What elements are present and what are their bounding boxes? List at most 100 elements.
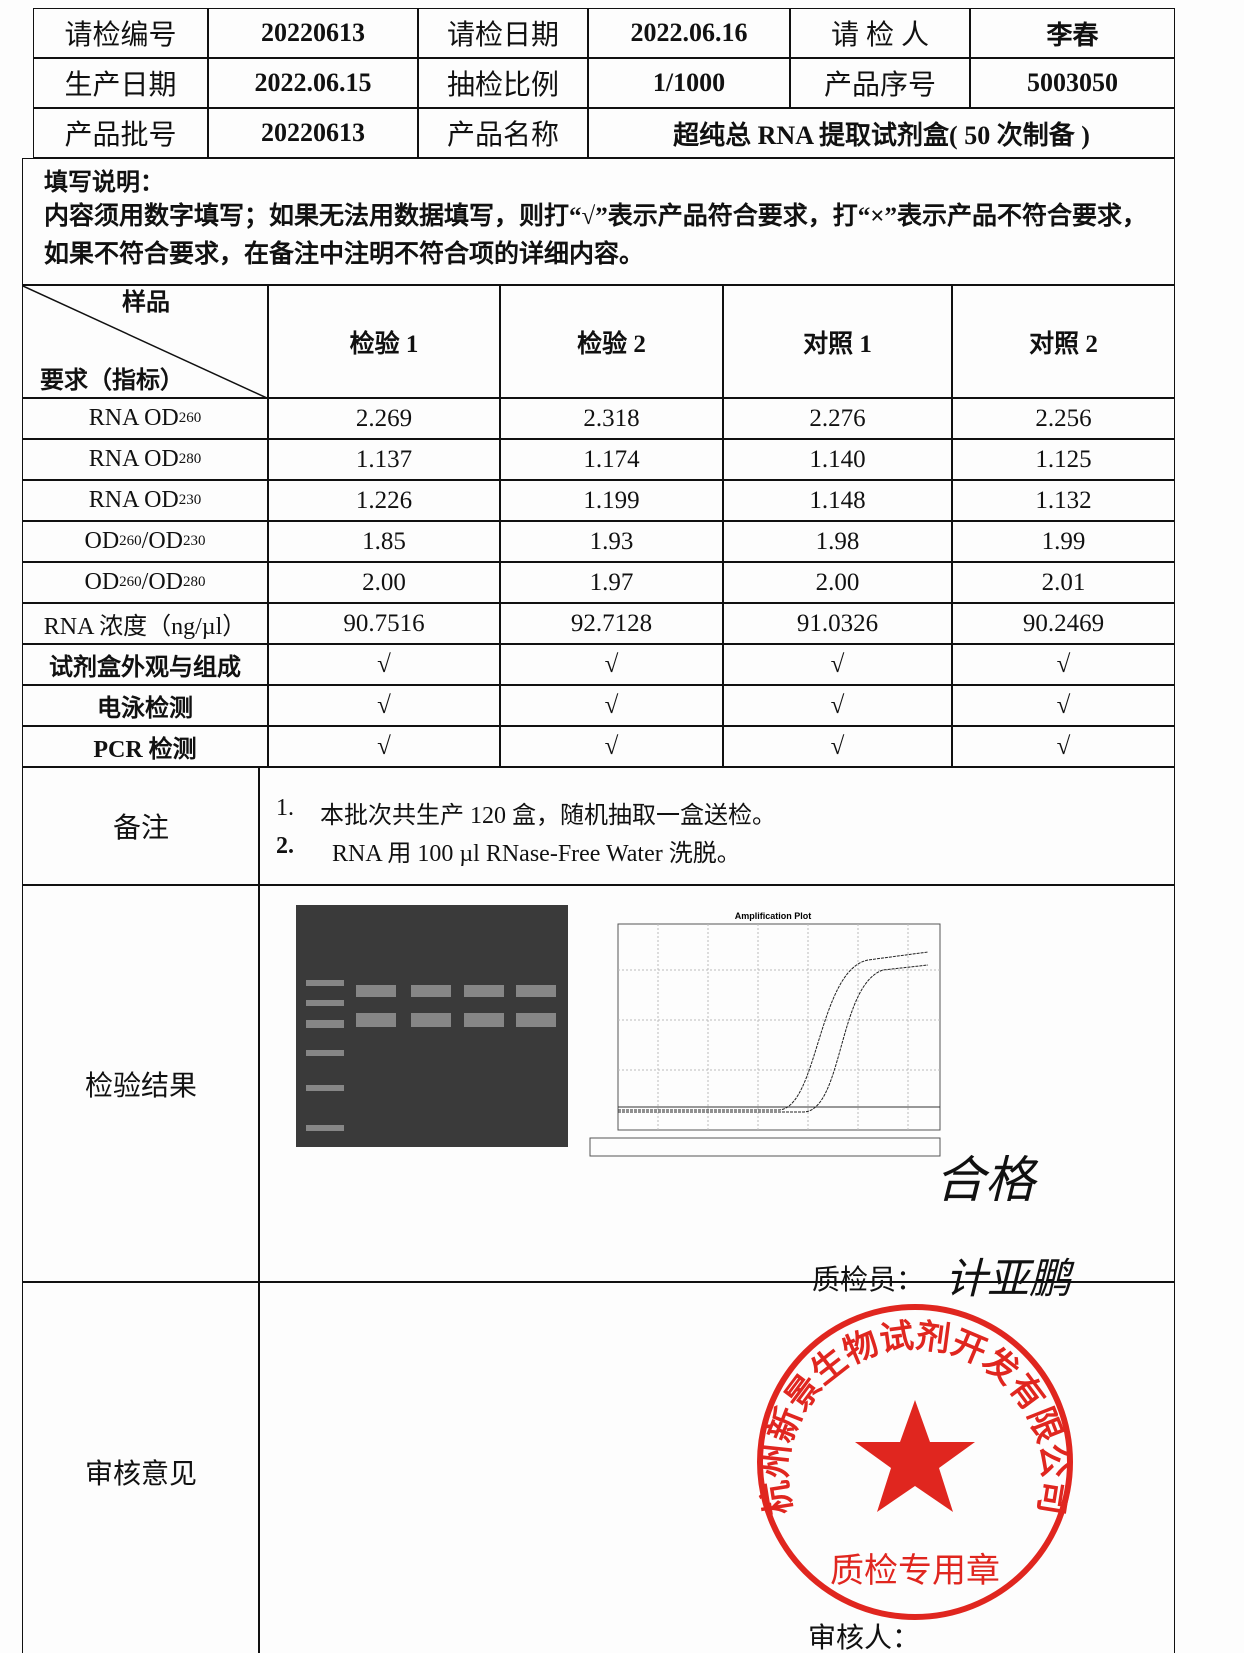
instructions-box: [22, 158, 1175, 285]
header-label: 产品批号: [33, 108, 208, 158]
label-text: RNA 浓度（ng/µl）: [43, 614, 247, 640]
header-label: 请检日期: [418, 8, 588, 58]
row-label: OD 260/OD 280: [22, 562, 268, 603]
diagonal: [23, 286, 269, 399]
stamp-purpose: 质检专用章: [830, 1552, 1000, 1590]
inspector-label: 质检员：: [812, 1265, 925, 1296]
value-cell: 1.199: [500, 480, 723, 521]
corner-cell: [22, 285, 269, 399]
value-cell: 2.00: [268, 562, 500, 603]
value-cell: 1.132: [952, 480, 1175, 521]
label-subscript: 230: [183, 533, 206, 549]
header-label: 产品名称: [418, 108, 588, 158]
inspector-signature: 计亚鹏: [945, 1257, 1072, 1303]
row-label: 电泳检测: [22, 685, 268, 726]
value-cell: 2.276: [723, 398, 952, 439]
column-header: 对照 1: [723, 285, 952, 398]
row-label: OD 260/OD 230: [22, 521, 268, 562]
value-cell: √: [268, 644, 500, 685]
value-cell: 1.148: [723, 480, 952, 521]
value-cell: 1.93: [500, 521, 723, 562]
label-text: OD: [84, 569, 120, 595]
value-cell: 1.140: [723, 439, 952, 480]
value-cell: √: [268, 726, 500, 767]
row-label: RNA OD 260: [22, 398, 268, 439]
column-header: 检验 1: [268, 285, 500, 398]
value-cell: √: [952, 644, 1175, 685]
remark-num: 2.: [276, 833, 294, 859]
results-box: [258, 885, 1175, 1282]
value-cell: √: [268, 685, 500, 726]
remarks-label: 备注: [22, 767, 260, 885]
header-value: 李春: [970, 8, 1175, 58]
remark-text: 本批次共生产 120 盒，随机抽取一盒送检。: [320, 803, 776, 829]
plot-title: Amplification Plot: [735, 911, 812, 921]
row-label: RNA OD 280: [22, 439, 268, 480]
value-cell: √: [952, 726, 1175, 767]
label-text: /OD: [141, 528, 183, 554]
header-value: 2022.06.16: [588, 8, 790, 58]
value-cell: 90.7516: [268, 603, 500, 644]
value-cell: 1.226: [268, 480, 500, 521]
value-cell: 2.269: [268, 398, 500, 439]
value-cell: √: [723, 644, 952, 685]
column-header: 检验 2: [500, 285, 723, 398]
header-value: 超纯总 RNA 提取试剂盒( 50 次制备 ): [588, 108, 1175, 158]
value-cell: √: [500, 644, 723, 685]
stamp: 杭州新景生物试剂开发有限公司 质检专用章: [755, 1304, 1073, 1620]
label-text: 试剂盒外观与组成: [49, 655, 241, 681]
value-cell: √: [500, 726, 723, 767]
header-label: 产品序号: [790, 58, 970, 108]
gel-image: [296, 905, 568, 1147]
value-cell: 92.7128: [500, 603, 723, 644]
instructions-title: 填写说明：: [44, 170, 164, 196]
value-cell: 2.318: [500, 398, 723, 439]
header-value: 5003050: [970, 58, 1175, 108]
row-label: RNA OD 230: [22, 480, 268, 521]
label-text: 电泳检测: [97, 696, 193, 722]
value-cell: 1.99: [952, 521, 1175, 562]
value-cell: √: [952, 685, 1175, 726]
label-subscript: 260: [119, 574, 142, 590]
reviewer-label: 审核人：: [808, 1623, 921, 1653]
value-cell: √: [723, 726, 952, 767]
row-label: 试剂盒外观与组成: [22, 644, 268, 685]
label-text: OD: [84, 528, 120, 554]
corner-bottom: 要求（指标）: [40, 368, 184, 394]
column-header: 对照 2: [952, 285, 1175, 398]
value-cell: 1.97: [500, 562, 723, 603]
value-cell: 2.01: [952, 562, 1175, 603]
remark-num: 1.: [276, 795, 294, 821]
value-cell: 91.0326: [723, 603, 952, 644]
header-label: 请 检 人: [790, 8, 970, 58]
value-cell: 90.2469: [952, 603, 1175, 644]
value-cell: √: [723, 685, 952, 726]
value-cell: 1.85: [268, 521, 500, 562]
conclusion: 合格: [935, 1152, 1035, 1208]
instructions-text: 内容须用数字填写；如果无法用数据填写，则打“√”表示产品符合要求，打“×”表示产…: [44, 203, 1147, 268]
value-cell: √: [500, 685, 723, 726]
label-subscript: 280: [183, 574, 206, 590]
label-text: PCR 检测: [93, 737, 197, 763]
header-value: 20220613: [208, 108, 418, 158]
corner-top: 样品: [122, 290, 170, 316]
header-label: 请检编号: [33, 8, 208, 58]
value-cell: 1.125: [952, 439, 1175, 480]
value-cell: 2.00: [723, 562, 952, 603]
value-cell: 1.174: [500, 439, 723, 480]
label-subscript: 280: [178, 451, 202, 467]
value-cell: 1.137: [268, 439, 500, 480]
label-subscript: 230: [178, 492, 202, 508]
review-label: 审核意见: [22, 1282, 260, 1653]
remarks-box: [258, 767, 1175, 885]
remark-text: RNA 用 100 µl RNase-Free Water 洗脱。: [332, 841, 741, 867]
row-label: RNA 浓度（ng/µl）: [22, 603, 268, 644]
label-text: /OD: [141, 569, 183, 595]
label-text: RNA OD: [88, 446, 179, 472]
header-value: 1/1000: [588, 58, 790, 108]
header-label: 生产日期: [33, 58, 208, 108]
label-text: RNA OD: [88, 487, 179, 513]
label-subscript: 260: [119, 533, 142, 549]
value-cell: 1.98: [723, 521, 952, 562]
